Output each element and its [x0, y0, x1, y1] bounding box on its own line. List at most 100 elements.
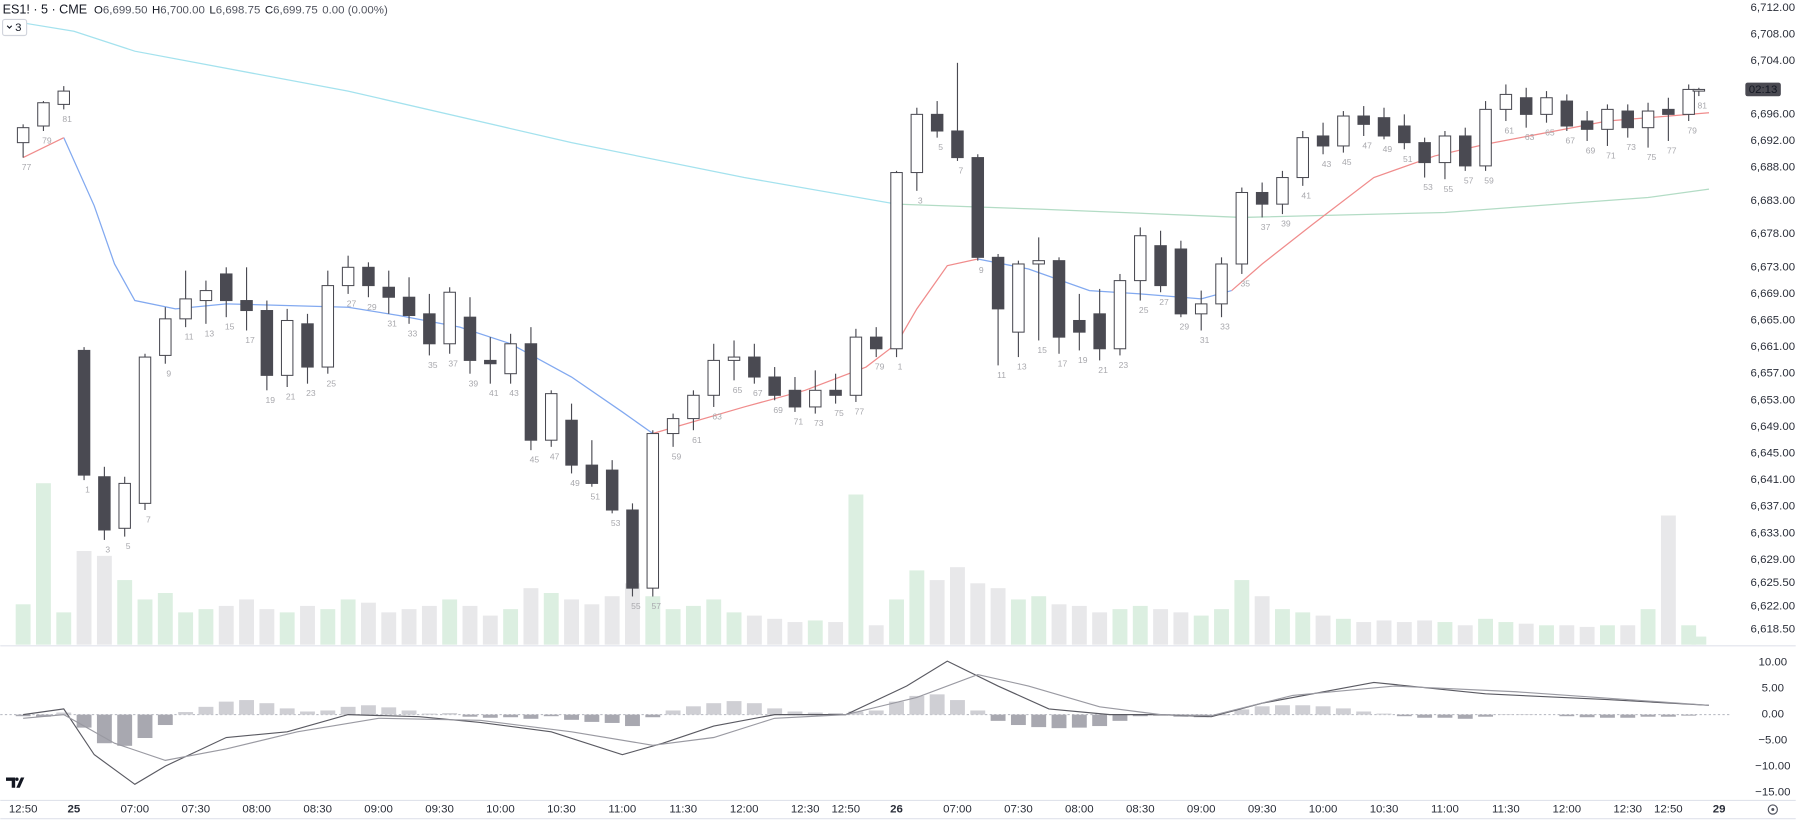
- indicator-line: [23, 660, 1710, 785]
- bar-count-label: 21: [1098, 365, 1108, 375]
- macd-histogram-bar: [178, 712, 194, 715]
- gear-center: [1771, 808, 1775, 812]
- macd-histogram-bar: [1660, 714, 1676, 717]
- gear-icon[interactable]: [1767, 804, 1778, 815]
- volume-bar: [1092, 612, 1108, 645]
- volume-bar: [868, 625, 884, 645]
- volume-bar: [401, 609, 417, 645]
- bar-count-label: 53: [1423, 182, 1433, 192]
- indicators-toggle[interactable]: 3: [1, 18, 28, 37]
- bar-count-label: 75: [834, 408, 844, 418]
- logo-shape: [6, 777, 25, 788]
- candle-body: [707, 359, 720, 396]
- volume-bar: [1315, 615, 1331, 645]
- macd-histogram-bar: [1356, 711, 1372, 715]
- y-tick-label: 6,673.00: [1751, 261, 1796, 273]
- volume-bar: [685, 605, 701, 645]
- candle-body: [1540, 97, 1553, 115]
- bar-count-label: 41: [1301, 190, 1311, 200]
- volume-bar: [239, 599, 255, 645]
- candle-body: [240, 300, 253, 312]
- macd-histogram-bar: [218, 701, 234, 715]
- candle-body: [1438, 135, 1452, 164]
- volume-bar: [767, 618, 783, 645]
- macd-histogram-bar: [137, 714, 153, 739]
- macd-histogram-bar: [1234, 709, 1250, 715]
- candle-body: [362, 266, 375, 287]
- y-tick-label: 6,657.00: [1751, 368, 1796, 380]
- bar-count-label: 23: [1119, 360, 1129, 370]
- y-tick-label: 6,641.00: [1751, 474, 1796, 486]
- volume-bar: [1518, 623, 1534, 645]
- bar-count-label: 77: [1667, 146, 1677, 156]
- volume-bar: [1335, 618, 1351, 645]
- volume-bar: [360, 602, 376, 645]
- macd-histogram-bar: [1376, 713, 1392, 715]
- y-tick-label: 6,704.00: [1751, 55, 1796, 67]
- x-tick-label: 10:00: [1309, 804, 1338, 816]
- bar-count-label: 69: [1586, 146, 1596, 156]
- volume-bar: [543, 592, 559, 645]
- candle-body: [910, 113, 924, 174]
- candle-body: [1580, 120, 1594, 130]
- candle-body: [1276, 177, 1289, 205]
- macd-histogram-bar: [1335, 708, 1351, 715]
- tradingview-logo[interactable]: [6, 777, 25, 788]
- volume-bar: [726, 612, 742, 645]
- candle-body: [98, 476, 111, 531]
- bar-count-label: 81: [62, 114, 72, 124]
- macd-histogram-bar: [1437, 714, 1453, 718]
- toggle-box[interactable]: [1, 18, 28, 37]
- y-tick-label: 6,696.00: [1751, 108, 1796, 120]
- candle-body: [788, 389, 802, 408]
- candle-body: [484, 359, 497, 365]
- y-tick-label: 6,712.00: [1751, 2, 1796, 14]
- volume-bar: [137, 599, 153, 645]
- volume-bar: [1234, 580, 1250, 645]
- macd-histogram-bar: [604, 714, 620, 723]
- macd-histogram-bar: [564, 714, 579, 720]
- candle-body: [565, 419, 578, 466]
- volume-bar: [1539, 625, 1554, 645]
- candle-body: [951, 130, 964, 159]
- volume-bar: [929, 580, 945, 645]
- volume-bar: [1356, 622, 1372, 645]
- macd-histogram-bar: [1396, 714, 1412, 717]
- x-tick-label: 09:30: [425, 804, 454, 816]
- macd-histogram-bar: [117, 714, 133, 746]
- x-tick-label: 08:30: [1126, 804, 1155, 816]
- volume-bar: [1071, 605, 1087, 645]
- macd-histogram-bar: [239, 700, 255, 715]
- volume-bar: [625, 583, 640, 645]
- symbol-title[interactable]: ES1! · 5 · CME: [3, 3, 88, 17]
- bar-count-label: 3: [918, 195, 923, 205]
- volume-bar: [1051, 604, 1067, 645]
- y-tick-label: 6,669.00: [1751, 288, 1796, 300]
- volume-bar: [1132, 605, 1148, 645]
- settings-button[interactable]: [1767, 804, 1778, 815]
- countdown: 02:13: [1749, 84, 1778, 96]
- candle-body: [687, 394, 700, 420]
- macd-histogram-bar: [503, 714, 519, 718]
- bar-count-label: 51: [591, 491, 601, 501]
- volume-bar: [665, 609, 681, 645]
- indicator-line: [896, 188, 1710, 219]
- candle-body: [809, 389, 822, 408]
- macd-histogram-bar: [1417, 714, 1433, 718]
- bar-count-label: 33: [408, 328, 418, 338]
- ohlc-key: H: [152, 4, 160, 16]
- x-tick-label: 10:30: [547, 804, 576, 816]
- candle-body: [280, 319, 294, 376]
- volume-bar: [950, 567, 965, 645]
- bar-count-label: 19: [266, 395, 276, 405]
- candle-body: [77, 349, 91, 476]
- macd-histogram-bar: [1620, 714, 1636, 718]
- bar-count-label: 39: [1281, 219, 1291, 229]
- x-tick-label: 11:30: [1492, 804, 1520, 816]
- x-tick-label: 11:00: [1431, 804, 1459, 816]
- bar-count-label: 21: [286, 392, 296, 402]
- volume-bar: [1417, 620, 1433, 645]
- macd-histogram-bar: [1214, 714, 1229, 716]
- bar-count-label: 37: [448, 358, 458, 368]
